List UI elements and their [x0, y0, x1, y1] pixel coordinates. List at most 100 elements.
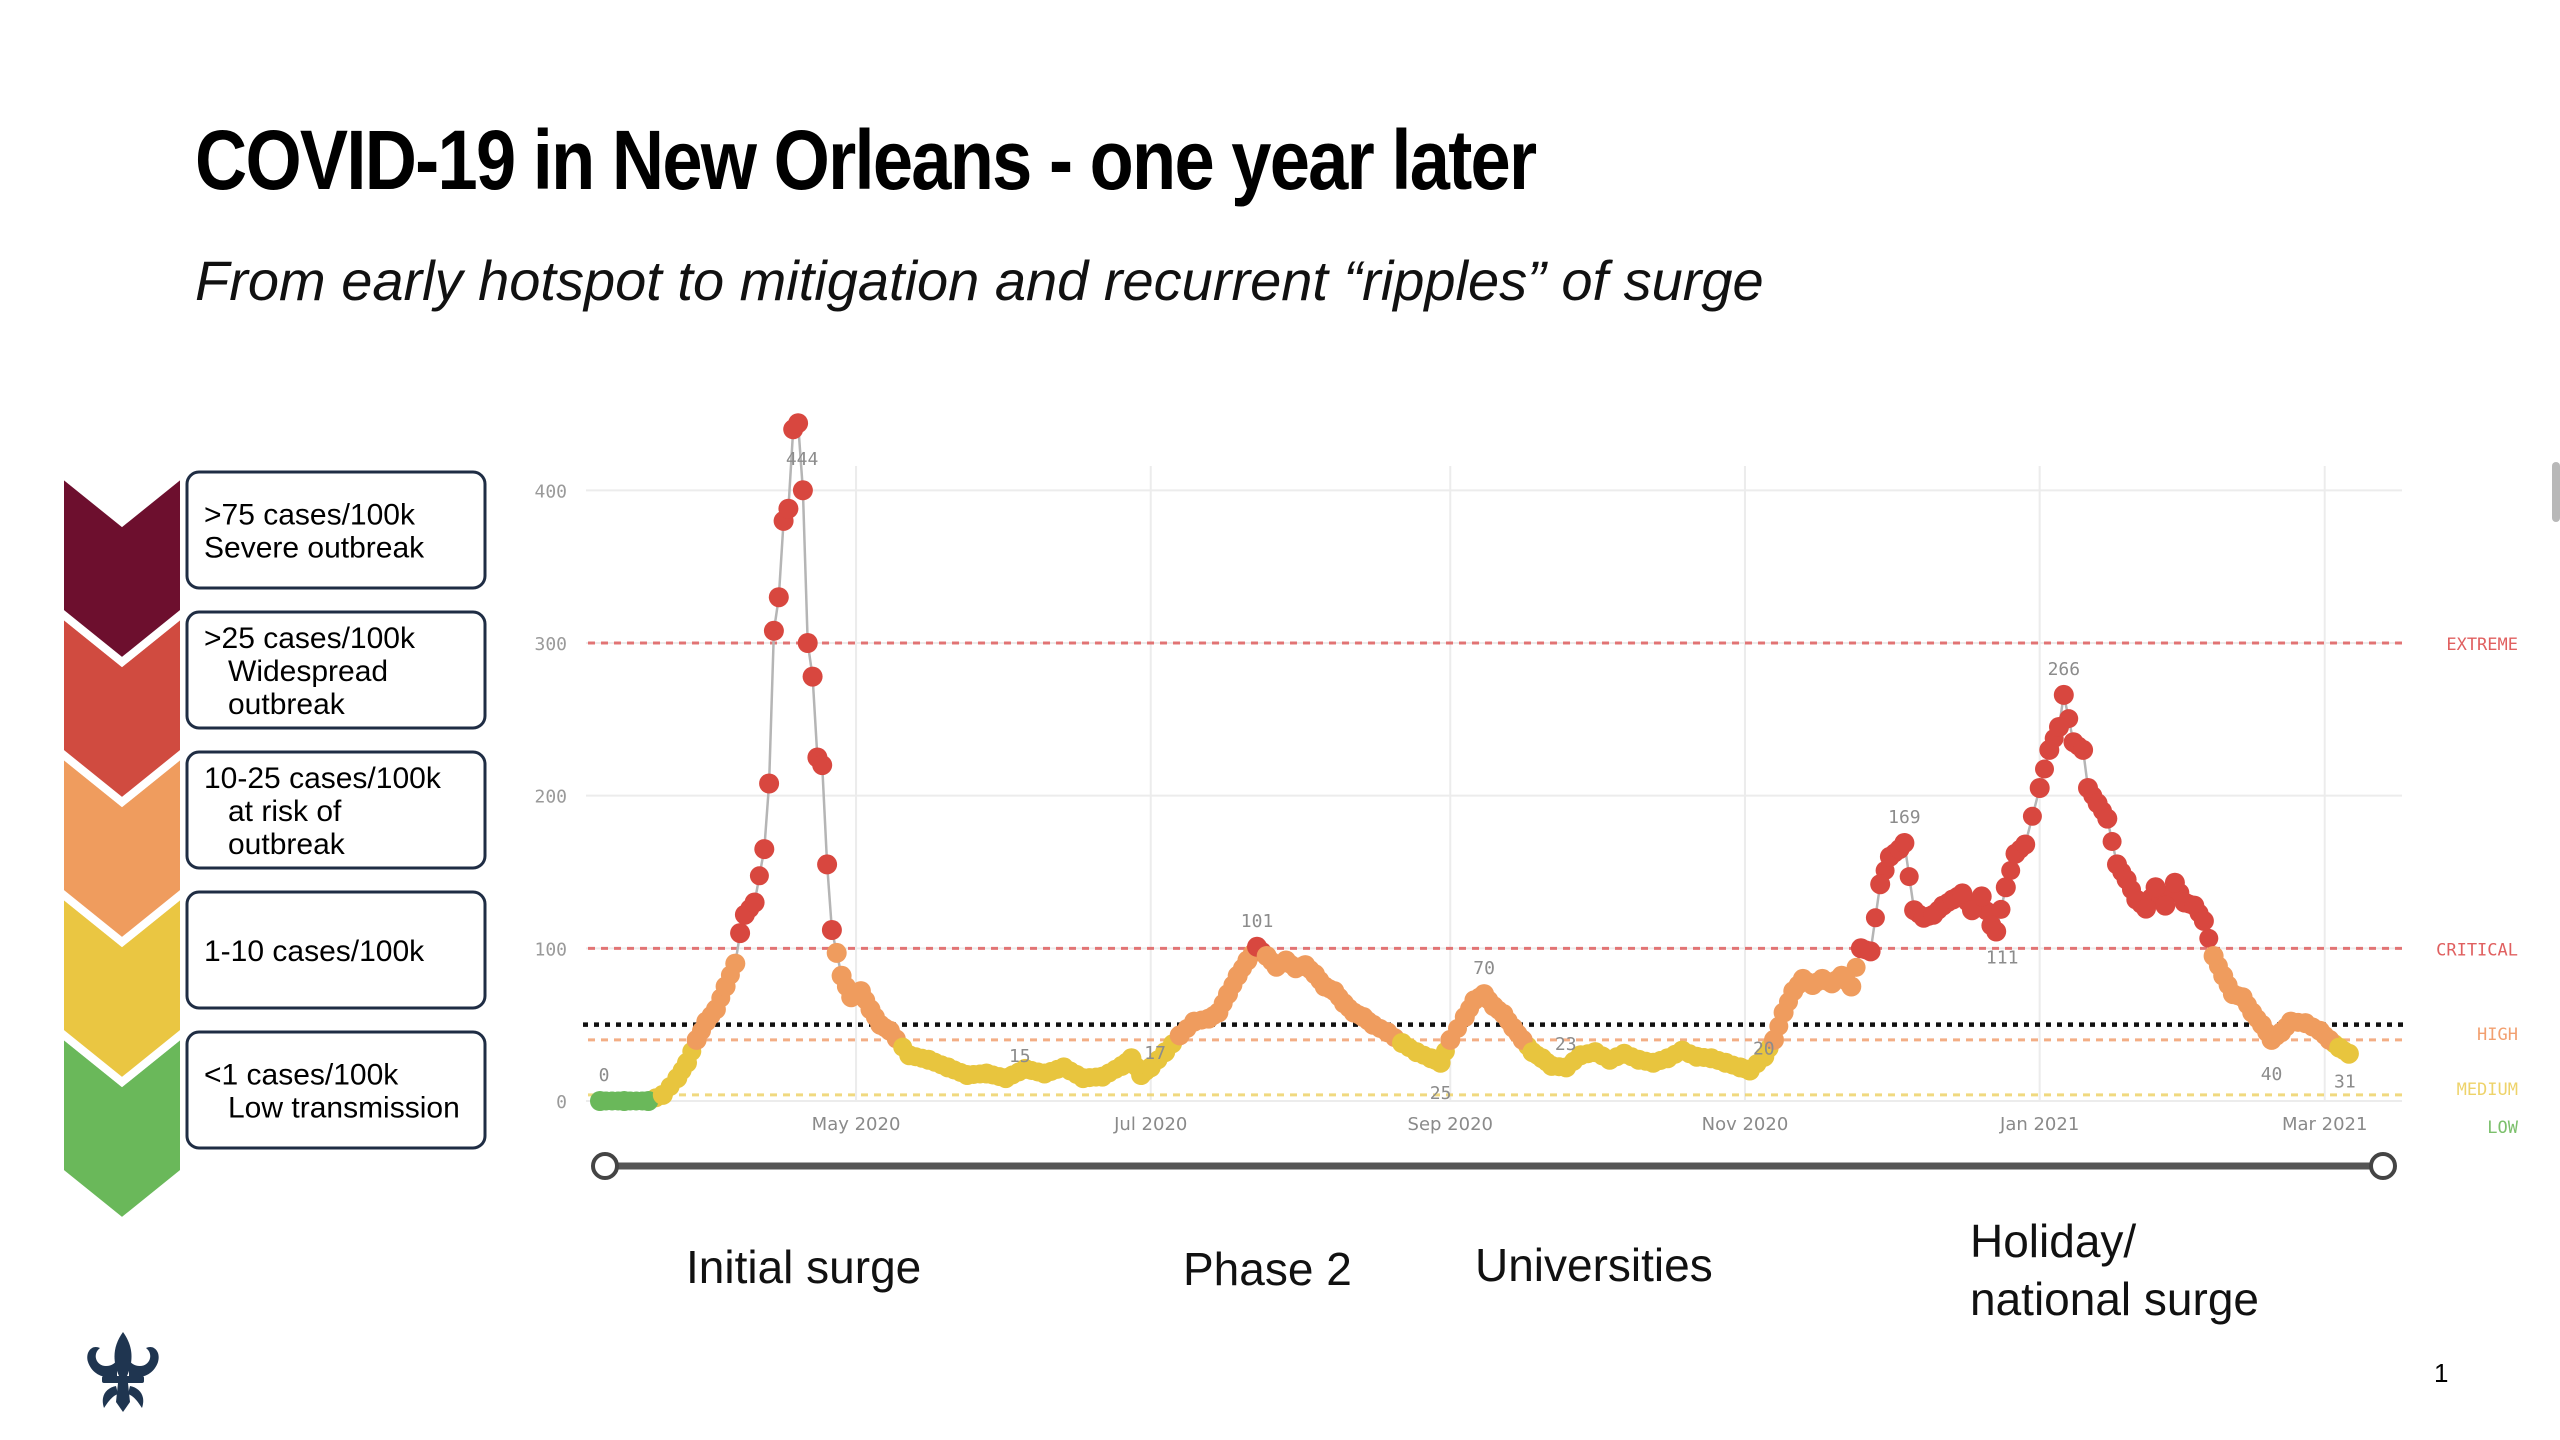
legend-text-1-0: >25 cases/100k [204, 622, 416, 655]
data-point [1155, 1042, 1176, 1063]
data-label: 31 [2334, 1072, 2356, 1093]
period-label-holiday-line-1: Holiday/ [1970, 1215, 2137, 1267]
legend-text-3-0: 1-10 cases/100k [204, 935, 425, 968]
data-point [667, 1068, 688, 1089]
data-point [995, 1068, 1016, 1089]
data-point [2213, 965, 2234, 986]
legend-text-0-0: >75 cases/100k [204, 499, 416, 532]
data-point [1739, 1060, 1760, 1081]
legend-text-4-1: Low transmission [228, 1092, 460, 1125]
threshold-label: CRITICAL [2436, 940, 2518, 960]
data-label: 266 [2048, 659, 2081, 680]
data-point [677, 1052, 697, 1073]
data-point [1034, 1063, 1055, 1084]
data-point [1053, 1057, 1074, 1078]
data-point [2145, 877, 2166, 898]
data-point [2155, 895, 2176, 916]
data-point [2053, 684, 2074, 705]
series-fill-dot [1899, 867, 1919, 887]
x-tick-label: Nov 2020 [1702, 1114, 1789, 1135]
data-point [879, 1020, 900, 1041]
data-point [759, 773, 780, 794]
legend-text-2-0: 10-25 cases/100k [204, 762, 442, 795]
page-subtitle: From early hotspot to mitigation and rec… [195, 249, 1764, 312]
legend-text-0-1: Severe outbreak [204, 532, 425, 565]
data-point [1971, 886, 1992, 907]
data-point [1764, 1029, 1784, 1050]
legend-text-2-2: outbreak [228, 828, 346, 861]
data-point [2049, 717, 2069, 737]
data-point [1995, 877, 2016, 898]
threshold-label: MEDIUM [2457, 1080, 2518, 1100]
data-point [2184, 895, 2205, 916]
data-point [715, 976, 736, 997]
legend-box-4 [185, 1030, 487, 1150]
data-point [899, 1045, 920, 1066]
data-point [788, 413, 809, 434]
data-label: 15 [1009, 1046, 1031, 1067]
legend-text-1-2: outbreak [228, 688, 346, 721]
data-point [1208, 1002, 1229, 1023]
y-tick-label: 100 [534, 939, 567, 960]
data-point [802, 666, 823, 687]
data-label: 111 [1986, 948, 2019, 969]
data-point [1986, 921, 2007, 942]
data-point [1073, 1068, 1094, 1089]
data-point [705, 999, 726, 1020]
data-point [763, 620, 784, 641]
data-point [1870, 874, 1891, 895]
data-label: 25 [1430, 1083, 1452, 1104]
data-point [652, 1084, 673, 1105]
data-point [754, 839, 775, 860]
data-point [2203, 946, 2224, 966]
series-fill-dot [2001, 861, 2021, 880]
scrollbar-thumb[interactable] [2552, 462, 2560, 522]
threshold-label: LOW [2487, 1118, 2518, 1138]
data-point [1218, 984, 1238, 1005]
series-fill-dot [2035, 759, 2054, 779]
data-point [768, 587, 789, 608]
data-point [1140, 1057, 1161, 1078]
legend-text-2-1: at risk of [228, 795, 342, 828]
range-slider-start-handle[interactable] [591, 1152, 619, 1180]
range-slider-end-handle[interactable] [2369, 1152, 2397, 1180]
data-label: 169 [1888, 807, 1921, 828]
data-point [831, 965, 852, 986]
legend-box-0 [185, 470, 487, 590]
data-point [2251, 1014, 2272, 1035]
series-fill-dot [2102, 832, 2122, 851]
data-point [2280, 1011, 2301, 1032]
series-fill-dot [2022, 806, 2042, 826]
data-label: 40 [2261, 1064, 2283, 1085]
data-point [1440, 1029, 1461, 1050]
data-point [2164, 872, 2185, 893]
data-point [1092, 1066, 1113, 1087]
series-fill-dot [1865, 908, 1885, 928]
period-label-initial-surge: Initial surge [686, 1241, 922, 1293]
y-tick-label: 0 [556, 1092, 567, 1113]
data-point [2338, 1043, 2359, 1064]
x-tick-label: May 2020 [812, 1114, 901, 1135]
data-point [730, 923, 751, 944]
series-fill-dot [2199, 928, 2219, 948]
data-point [976, 1063, 997, 1084]
page-title: COVID-19 in New Orleans - one year later [195, 113, 1537, 207]
data-point [918, 1049, 939, 1070]
data-point [2078, 778, 2098, 798]
data-point [614, 1091, 635, 1111]
period-label-holiday-surge: Holiday/ national surge [1970, 1212, 2259, 1328]
data-point [1841, 976, 1862, 997]
data-point [797, 633, 818, 653]
data-point [1860, 941, 1881, 962]
legend-text-1-1: Widespread [228, 655, 388, 688]
period-label-universities: Universities [1475, 1239, 1713, 1291]
data-point [686, 1029, 707, 1050]
data-label: 444 [786, 449, 819, 470]
data-point [2073, 739, 2094, 760]
data-point [1169, 1025, 1190, 1046]
legend-box-1 [185, 610, 487, 730]
data-point [2015, 834, 2036, 855]
data-point [744, 892, 765, 913]
